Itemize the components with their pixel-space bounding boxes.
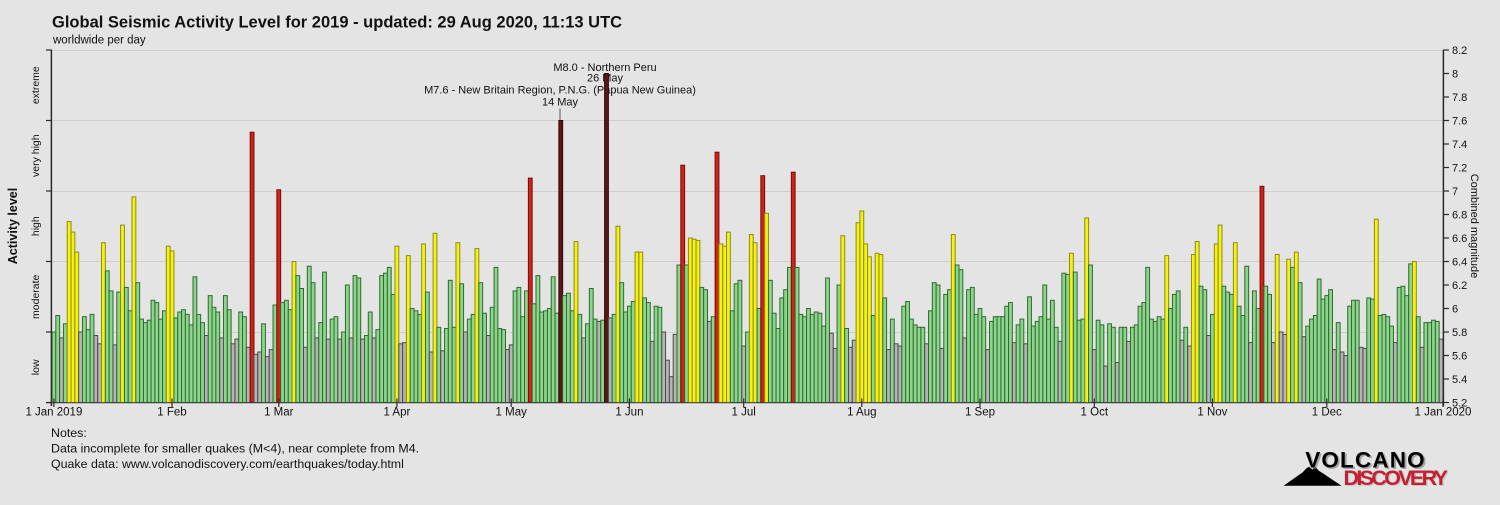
svg-text:1 Aug: 1 Aug <box>847 407 876 419</box>
svg-text:7.2: 7.2 <box>1452 162 1467 174</box>
svg-text:8.2: 8.2 <box>1452 45 1467 57</box>
svg-text:moderate: moderate <box>30 274 42 319</box>
svg-text:6.4: 6.4 <box>1452 256 1467 268</box>
svg-text:7.8: 7.8 <box>1452 92 1467 104</box>
svg-text:M7.6 - New Britain Region, P.N: M7.6 - New Britain Region, P.N.G. (Papua… <box>424 85 696 97</box>
svg-text:8: 8 <box>1452 68 1458 80</box>
svg-text:1 Apr: 1 Apr <box>383 407 410 419</box>
svg-text:7.6: 7.6 <box>1452 115 1467 127</box>
svg-text:6.2: 6.2 <box>1452 280 1467 292</box>
svg-text:1 Oct: 1 Oct <box>1081 407 1109 419</box>
svg-text:VOLCANO: VOLCANO <box>1307 449 1427 474</box>
svg-text:1 Jul: 1 Jul <box>732 407 756 419</box>
svg-text:Activity level: Activity level <box>6 188 20 264</box>
svg-text:high: high <box>30 216 42 236</box>
svg-text:7: 7 <box>1452 186 1458 198</box>
svg-text:6.6: 6.6 <box>1452 233 1467 245</box>
svg-text:M8.0 - Northern Peru: M8.0 - Northern Peru <box>553 62 656 74</box>
svg-text:1 May: 1 May <box>496 407 528 419</box>
svg-text:VOLCANO: VOLCANO <box>1305 447 1425 472</box>
svg-text:DISCOVERY: DISCOVERY <box>1344 466 1449 490</box>
svg-text:1 Mar: 1 Mar <box>264 407 294 419</box>
svg-text:1 Jan 2019: 1 Jan 2019 <box>25 407 82 419</box>
svg-text:1 Jan 2020: 1 Jan 2020 <box>1415 407 1472 419</box>
svg-text:Global Seismic Activity Level: Global Seismic Activity Level for 2019 -… <box>52 14 622 32</box>
svg-text:Data incomplete for smaller qu: Data incomplete for smaller quakes (M<4)… <box>51 442 419 456</box>
svg-text:extreme: extreme <box>30 66 42 104</box>
svg-text:Combined magnitude: Combined magnitude <box>1468 174 1480 279</box>
svg-text:7.4: 7.4 <box>1452 139 1467 151</box>
svg-text:14 May: 14 May <box>542 97 579 109</box>
svg-text:1 Jun: 1 Jun <box>615 407 643 419</box>
svg-text:Notes:: Notes: <box>51 426 87 440</box>
svg-text:5.6: 5.6 <box>1452 350 1467 362</box>
svg-text:Quake data: www.volcanodiscove: Quake data: www.volcanodiscovery.com/ear… <box>51 457 404 471</box>
svg-text:5.8: 5.8 <box>1452 327 1467 339</box>
svg-text:DISCOVERY: DISCOVERY <box>1345 467 1450 491</box>
svg-text:5.4: 5.4 <box>1452 374 1467 386</box>
svg-text:1 Sep: 1 Sep <box>965 407 995 419</box>
svg-text:6: 6 <box>1452 303 1458 315</box>
svg-text:very high: very high <box>30 134 42 177</box>
svg-text:1 Nov: 1 Nov <box>1197 407 1227 419</box>
svg-text:low: low <box>30 359 42 375</box>
svg-text:1 Dec: 1 Dec <box>1312 407 1342 419</box>
svg-text:5.2: 5.2 <box>1452 397 1467 409</box>
svg-text:6.8: 6.8 <box>1452 209 1467 221</box>
svg-text:worldwide per day: worldwide per day <box>52 35 146 47</box>
svg-text:1 Feb: 1 Feb <box>157 407 186 419</box>
